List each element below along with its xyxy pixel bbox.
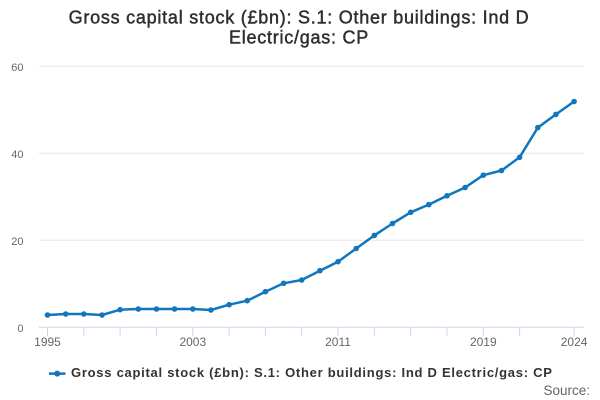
svg-text:0: 0 (17, 323, 23, 335)
svg-text:20: 20 (11, 236, 23, 248)
svg-text:2003: 2003 (179, 335, 206, 349)
svg-text:1995: 1995 (34, 335, 61, 349)
svg-text:2019: 2019 (470, 335, 497, 349)
svg-text:40: 40 (11, 149, 23, 161)
svg-text:2011: 2011 (325, 335, 351, 349)
svg-text:Electric/gas: CP: Electric/gas: CP (229, 27, 369, 47)
svg-text:2024: 2024 (561, 335, 588, 349)
svg-text:Gross capital stock (£bn): S.1: Gross capital stock (£bn): S.1: Other bu… (69, 8, 530, 28)
svg-text:Source:: Source: (543, 383, 590, 398)
svg-text:Gross capital stock (£bn): S.1: Gross capital stock (£bn): S.1: Other bu… (71, 365, 553, 380)
svg-text:60: 60 (11, 62, 23, 74)
